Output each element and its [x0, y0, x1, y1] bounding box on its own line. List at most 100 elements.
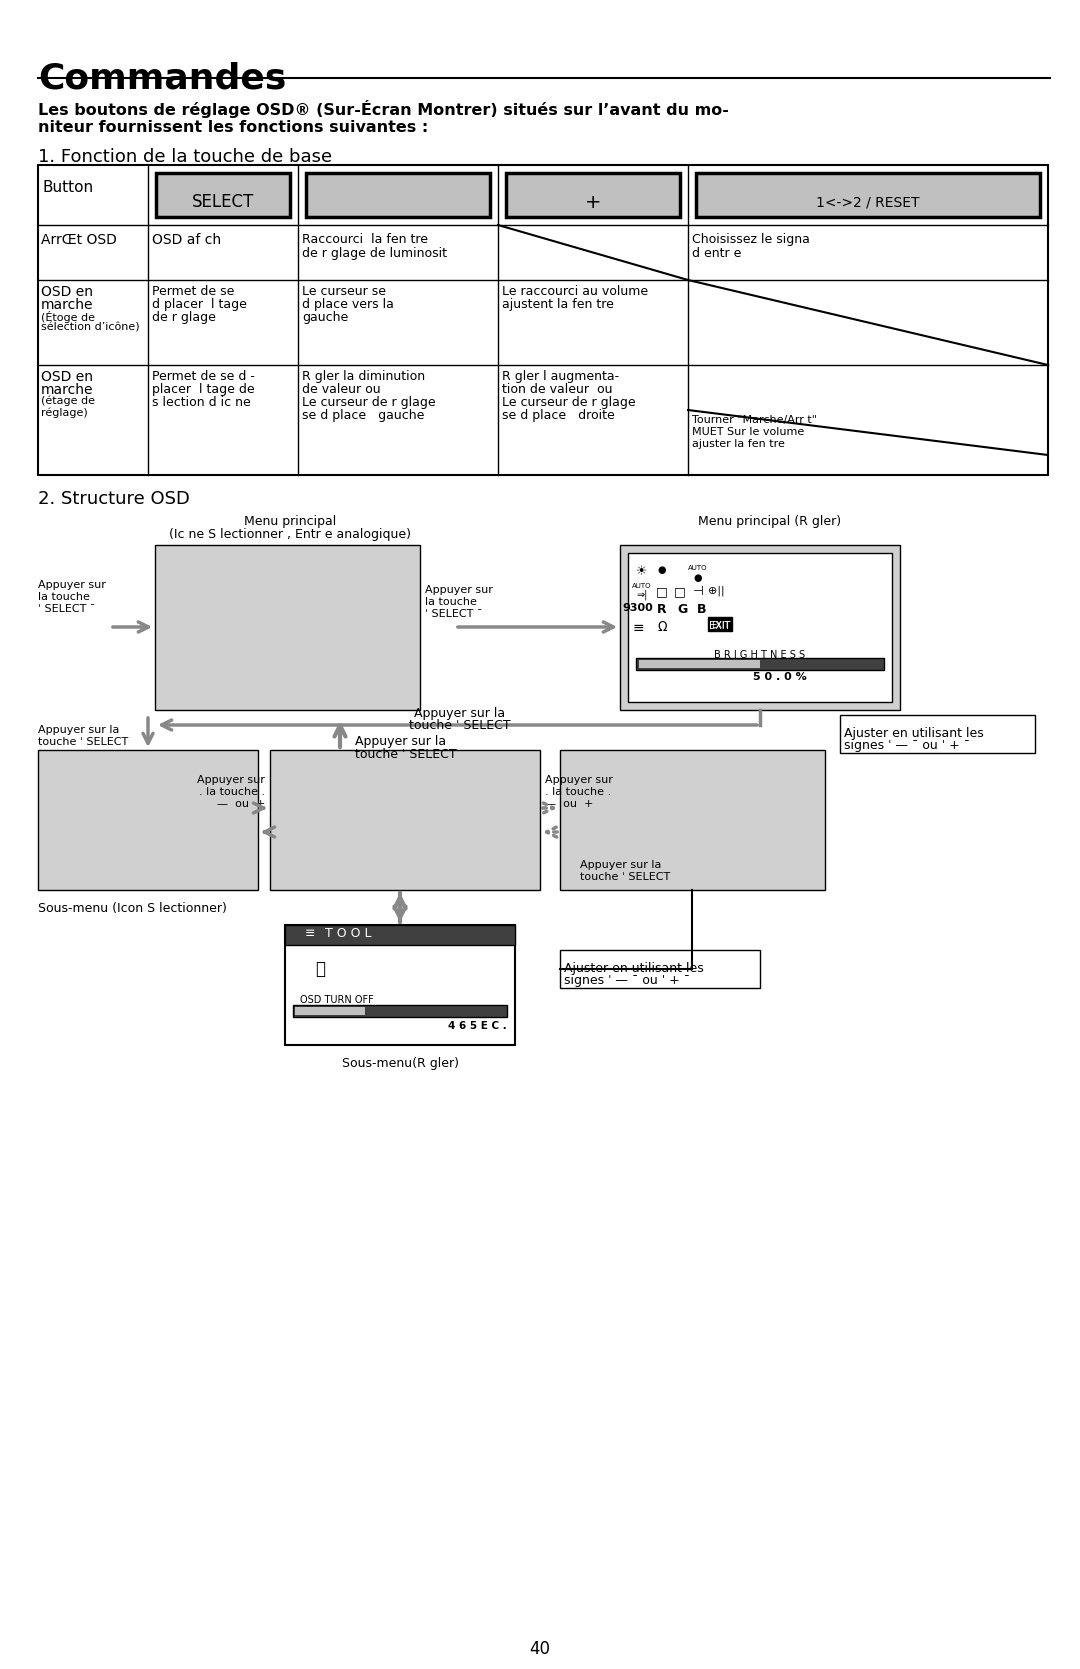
Bar: [38, 749, 258, 890]
Text: signes ˈ — ˉ ou ˈ + ˉ: signes ˈ — ˉ ou ˈ + ˉ: [564, 975, 690, 986]
Text: OSD af ch: OSD af ch: [152, 234, 221, 247]
Text: Tourner "Marche/Arr t": Tourner "Marche/Arr t": [692, 416, 816, 426]
Text: Permet de se: Permet de se: [152, 285, 234, 299]
Text: Commandes: Commandes: [38, 62, 286, 97]
Text: 4 6 5 E C .: 4 6 5 E C .: [448, 1021, 507, 1031]
Bar: [285, 925, 515, 945]
Text: ☀: ☀: [636, 566, 648, 577]
Bar: [620, 546, 900, 709]
Bar: [295, 1006, 365, 1015]
Text: —  ou  +: — ou +: [545, 799, 593, 809]
Text: ⊣: ⊣: [692, 586, 703, 598]
Text: R: R: [658, 603, 666, 616]
Text: ≡: ≡: [305, 926, 315, 940]
Text: OSD en: OSD en: [41, 371, 93, 384]
Text: OSD TURN OFF: OSD TURN OFF: [300, 995, 374, 1005]
Text: ˈ SELECT ˉ: ˈ SELECT ˉ: [426, 609, 483, 619]
Text: Raccourci  la fen tre: Raccourci la fen tre: [302, 234, 428, 245]
Text: OSD en: OSD en: [41, 285, 93, 299]
Text: AUTO: AUTO: [632, 582, 651, 589]
Text: Appuyer sur: Appuyer sur: [38, 581, 106, 591]
Text: marche: marche: [41, 299, 94, 312]
Text: R gler l augmenta-: R gler l augmenta-: [502, 371, 619, 382]
Bar: [293, 1005, 507, 1016]
Text: la touche: la touche: [38, 592, 90, 603]
Text: EXIT: EXIT: [710, 621, 731, 631]
Text: s lection d ic ne: s lection d ic ne: [152, 396, 251, 409]
Text: ajuster la fen tre: ajuster la fen tre: [692, 439, 785, 449]
Text: Le raccourci au volume: Le raccourci au volume: [502, 285, 648, 299]
Bar: [636, 658, 885, 669]
Bar: [561, 950, 760, 988]
Text: (Ic ne S lectionner , Entr e analogique): (Ic ne S lectionner , Entr e analogique): [168, 527, 411, 541]
Bar: [696, 174, 1040, 217]
Text: . la touche .: . la touche .: [199, 788, 265, 798]
Text: signes ˈ — ˉ ou ˈ + ˉ: signes ˈ — ˉ ou ˈ + ˉ: [843, 739, 970, 753]
Text: marche: marche: [41, 382, 94, 397]
Text: Menu principal: Menu principal: [244, 516, 336, 527]
Text: d place vers la: d place vers la: [302, 299, 394, 310]
Bar: [561, 749, 825, 890]
Text: ⇒|: ⇒|: [636, 591, 648, 601]
Text: G: G: [677, 603, 687, 616]
Bar: [156, 174, 291, 217]
Text: réglage): réglage): [41, 407, 87, 419]
Text: Appuyer sur la: Appuyer sur la: [580, 860, 661, 870]
Text: 9300: 9300: [623, 603, 653, 613]
Bar: [507, 174, 680, 217]
Text: touche ˈ SELECT: touche ˈ SELECT: [38, 738, 129, 748]
Text: B R I G H T N E S S: B R I G H T N E S S: [715, 649, 806, 659]
Text: (Étoge de: (Étoge de: [41, 310, 95, 324]
Text: ⊕||: ⊕||: [707, 586, 725, 596]
Bar: [285, 925, 515, 1045]
Text: Appuyer sur: Appuyer sur: [198, 774, 265, 784]
Text: B: B: [698, 603, 706, 616]
Text: Appuyer sur: Appuyer sur: [545, 774, 612, 784]
Text: Sous-menu(R gler): Sous-menu(R gler): [341, 1056, 459, 1070]
Text: Ajuster en utilisant les: Ajuster en utilisant les: [843, 728, 984, 739]
Bar: [156, 546, 420, 709]
Bar: [708, 618, 732, 631]
Text: gauche: gauche: [302, 310, 348, 324]
Text: ⧈: ⧈: [315, 960, 325, 978]
Text: Choisissez le signa: Choisissez le signa: [692, 234, 810, 245]
Text: MUET Sur le volume: MUET Sur le volume: [692, 427, 805, 437]
Text: 5 0 . 0 %: 5 0 . 0 %: [753, 673, 807, 683]
Text: Menu principal (R gler): Menu principal (R gler): [699, 516, 841, 527]
Bar: [38, 165, 1048, 476]
Text: de r glage: de r glage: [152, 310, 216, 324]
Text: Le curseur de r glage: Le curseur de r glage: [502, 396, 636, 409]
Text: ˈ SELECT ˉ: ˈ SELECT ˉ: [38, 604, 95, 614]
Text: EXIT: EXIT: [711, 621, 729, 629]
Text: touche ˈ SELECT: touche ˈ SELECT: [409, 719, 511, 733]
Text: 1<->2 / RESET: 1<->2 / RESET: [816, 195, 920, 209]
Text: ●: ●: [693, 572, 702, 582]
Text: d placer  l tage: d placer l tage: [152, 299, 247, 310]
Text: Le curseur se: Le curseur se: [302, 285, 386, 299]
Text: Le curseur de r glage: Le curseur de r glage: [302, 396, 435, 409]
Text: de valeur ou: de valeur ou: [302, 382, 380, 396]
Text: touche ˈ SELECT: touche ˈ SELECT: [355, 748, 457, 761]
Bar: [639, 659, 760, 668]
Text: 2. Structure OSD: 2. Structure OSD: [38, 491, 190, 507]
Text: Ajuster en utilisant les: Ajuster en utilisant les: [564, 961, 704, 975]
Text: se d place   gauche: se d place gauche: [302, 409, 424, 422]
Text: Ω: Ω: [658, 621, 666, 634]
Text: niteur fournissent les fonctions suivantes :: niteur fournissent les fonctions suivant…: [38, 120, 429, 135]
Text: tion de valeur  ou: tion de valeur ou: [502, 382, 612, 396]
Bar: [840, 714, 1035, 753]
Bar: [627, 552, 892, 703]
Bar: [270, 749, 540, 890]
Text: . la touche .: . la touche .: [545, 788, 611, 798]
Text: Les boutons de réglage OSD® (Sur-Écran Montrer) situés sur l’avant du mo-: Les boutons de réglage OSD® (Sur-Écran M…: [38, 100, 729, 118]
Text: Appuyer sur la: Appuyer sur la: [415, 708, 505, 719]
Text: ArrŒt OSD: ArrŒt OSD: [41, 234, 117, 247]
Bar: [306, 174, 490, 217]
Text: □: □: [674, 586, 686, 598]
Text: Appuyer sur: Appuyer sur: [426, 586, 492, 596]
Text: Permet de se d -: Permet de se d -: [152, 371, 255, 382]
Text: se d place   droite: se d place droite: [502, 409, 615, 422]
Text: 40: 40: [529, 1641, 551, 1657]
Text: ≡: ≡: [632, 621, 644, 634]
Text: T O O L: T O O L: [325, 926, 372, 940]
